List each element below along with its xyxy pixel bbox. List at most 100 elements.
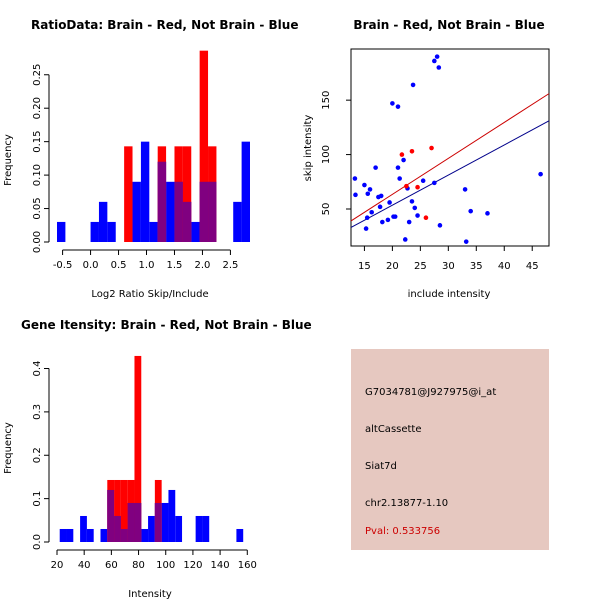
ratio-histogram-title: RatioData: Brain - Red, Not Brain - Blue — [31, 18, 298, 32]
brain-point — [415, 184, 420, 190]
not-brain-point — [352, 176, 358, 181]
intensity-histogram-axes: 20 40 60 80 100 120 140 160 0.0 0.1 0.2 0.3 0.4 — [32, 361, 257, 571]
not-brain-point — [434, 54, 440, 59]
brain-bar — [114, 479, 121, 542]
not-brain-bar — [236, 528, 244, 542]
not-brain-bar — [191, 221, 200, 242]
scatter-panel: Brain - Red, Not Brain - Blue include in… — [303, 18, 550, 300]
not-brain-point — [362, 182, 367, 188]
not-brain-bar — [161, 502, 169, 542]
not-brain-bar — [107, 221, 116, 242]
not-brain-point — [395, 165, 401, 170]
scatter-title: Brain - Red, Not Brain - Blue — [353, 18, 544, 32]
not-brain-point — [420, 178, 426, 183]
not-brain-bar — [66, 528, 74, 542]
not-brain-point — [378, 193, 384, 199]
brain-point — [429, 145, 434, 151]
intensity-histogram-xlabel: Intensity — [128, 589, 172, 600]
x-tick-label: 40 — [498, 261, 511, 272]
scatter-xlabel: include intensity — [408, 289, 491, 300]
overlap-bar — [157, 161, 167, 242]
not-brain-bar — [241, 141, 250, 242]
not-brain-bar — [86, 528, 94, 542]
not-brain-point — [432, 180, 437, 186]
not-brain-point — [538, 171, 543, 177]
x-tick-label: 80 — [132, 560, 145, 571]
brain-bar — [199, 50, 209, 243]
x-tick-label: 60 — [105, 560, 118, 571]
not-brain-point — [387, 200, 392, 205]
brain-bar — [134, 355, 142, 542]
x-tick-label: 0.0 — [83, 260, 99, 271]
intensity-histogram-panel: Gene Itensity: Brain - Red, Not Brain - … — [3, 318, 312, 600]
x-tick-label: 40 — [78, 560, 91, 571]
not-brain-point — [437, 223, 443, 228]
brain-point — [404, 183, 409, 189]
overlap-bar — [107, 489, 115, 542]
gene-symbol: Siat7d — [365, 461, 397, 472]
not-brain-point — [406, 219, 412, 225]
x-tick-label: 120 — [183, 560, 202, 571]
brain-fit-line — [350, 93, 550, 222]
y-tick-label: 50 — [321, 203, 332, 216]
not-brain-point — [380, 219, 385, 225]
not-brain-point — [463, 239, 469, 244]
overlap-bar — [154, 502, 162, 542]
overlap-bar — [114, 515, 121, 542]
event-type: altCassette — [365, 424, 422, 435]
x-tick-label: 45 — [526, 261, 539, 272]
x-tick-label: 1.5 — [167, 260, 183, 271]
overlap-bar — [127, 502, 135, 542]
x-tick-label: 20 — [51, 560, 64, 571]
not-brain-point — [401, 157, 406, 163]
not-brain-point — [415, 213, 420, 218]
not-brain-bar — [57, 221, 66, 242]
not-brain-point — [390, 101, 395, 106]
brain-point — [409, 149, 415, 154]
not-brain-bar — [90, 221, 99, 242]
intensity-histogram-title: Gene Itensity: Brain - Red, Not Brain - … — [21, 318, 312, 332]
not-brain-point — [432, 58, 437, 64]
not-brain-point — [462, 187, 468, 192]
x-tick-label: 2.5 — [222, 260, 238, 271]
not-brain-bar — [140, 141, 150, 242]
not-brain-bar — [148, 515, 155, 542]
y-tick-label: 0.0 — [32, 534, 43, 550]
not-brain-bar — [233, 201, 242, 242]
scatter-plot-frame — [350, 48, 550, 247]
not-brain-fit-line — [350, 120, 550, 228]
not-brain-bar — [80, 515, 87, 542]
overlap-bar — [174, 181, 183, 242]
not-brain-point — [409, 199, 415, 204]
not-brain-bar — [59, 528, 67, 542]
not-brain-point — [365, 191, 371, 197]
y-tick-label: 0.25 — [32, 64, 43, 86]
x-tick-label: 25 — [414, 261, 427, 272]
not-brain-point — [369, 209, 374, 215]
x-tick-label: 1.0 — [139, 260, 155, 271]
ratio-histogram-xlabel: Log2 Ratio Skip/Include — [91, 289, 208, 300]
y-tick-label: 0.05 — [32, 197, 43, 219]
brain-bar — [124, 146, 133, 242]
x-tick-label: 140 — [211, 560, 230, 571]
x-tick-label: 0.5 — [111, 260, 127, 271]
not-brain-point — [436, 65, 442, 70]
not-brain-point — [353, 192, 358, 198]
brain-point — [399, 152, 405, 157]
not-brain-bar — [98, 201, 108, 242]
scatter-ylabel: skip intensity — [303, 115, 314, 182]
info-panel: G7034781@J927975@i_at altCassette Siat7d… — [351, 349, 549, 550]
not-brain-point — [373, 165, 378, 170]
not-brain-bar — [132, 181, 141, 242]
not-brain-bar — [166, 181, 175, 242]
overlap-bar — [182, 201, 192, 242]
not-brain-bar — [100, 528, 108, 542]
not-brain-point — [392, 214, 398, 219]
p-value: Pval: 0.533756 — [365, 526, 441, 537]
not-brain-bar — [168, 489, 176, 542]
not-brain-point — [410, 82, 416, 88]
probe-id: G7034781@J927975@i_at — [365, 387, 497, 398]
x-tick-label: -0.5 — [53, 260, 73, 271]
not-brain-bar — [195, 515, 203, 542]
